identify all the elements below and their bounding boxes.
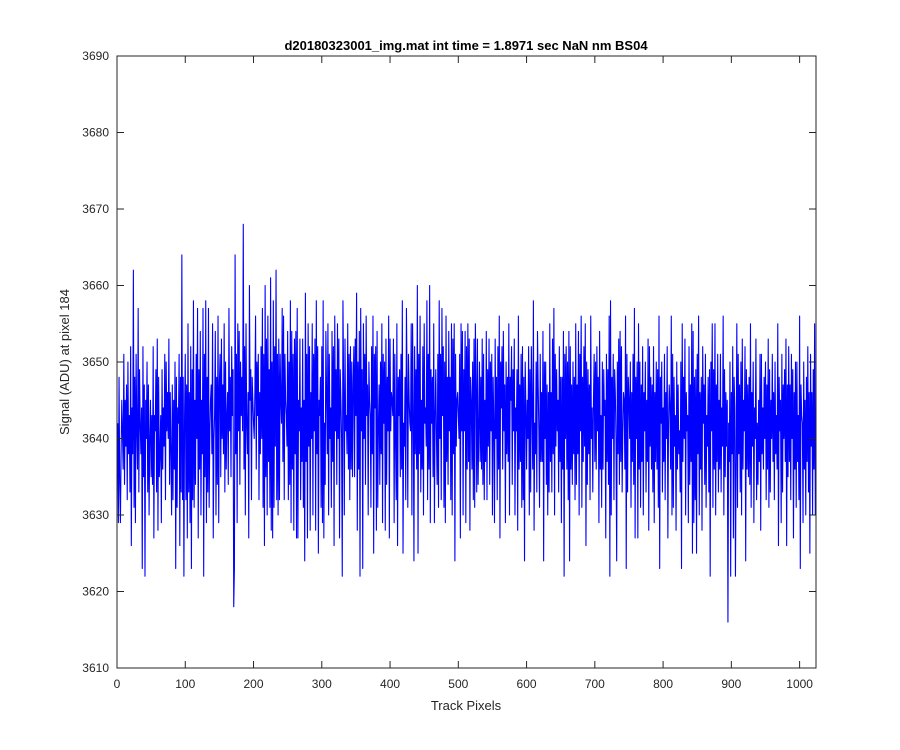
series-line-0	[117, 223, 816, 623]
y-tick-label: 3690	[82, 49, 109, 63]
x-tick-label: 0	[114, 677, 121, 691]
x-tick-label: 500	[448, 677, 468, 691]
x-tick-label: 600	[517, 677, 537, 691]
x-tick-label: 200	[244, 677, 264, 691]
axes	[116, 55, 817, 669]
y-tick-label: 3650	[82, 355, 109, 369]
x-tick-label: 300	[312, 677, 332, 691]
y-tick-label: 3670	[82, 202, 109, 216]
x-tick-label: 900	[721, 677, 741, 691]
tick-labels: 0 100 200 300 400 500 600 700 800 900 1000 3610 3620…	[82, 49, 813, 691]
y-axis-label: Signal (ADU) at pixel 184	[57, 289, 72, 435]
y-tick-label: 3610	[82, 661, 109, 675]
series-layer	[117, 223, 816, 623]
x-tick-label: 800	[653, 677, 673, 691]
x-axis-label: Track Pixels	[431, 698, 502, 713]
y-tick-label: 3680	[82, 126, 109, 140]
x-tick-label: 400	[380, 677, 400, 691]
y-tick-label: 3620	[82, 585, 109, 599]
y-tick-label: 3640	[82, 432, 109, 446]
x-tick-label: 100	[175, 677, 195, 691]
y-tick-label: 3630	[82, 508, 109, 522]
y-tick-label: 3660	[82, 279, 109, 293]
chart-title: d20180323001_img.mat int time = 1.8971 s…	[284, 38, 648, 53]
x-tick-label: 700	[585, 677, 605, 691]
x-tick-label: 1000	[786, 677, 813, 691]
